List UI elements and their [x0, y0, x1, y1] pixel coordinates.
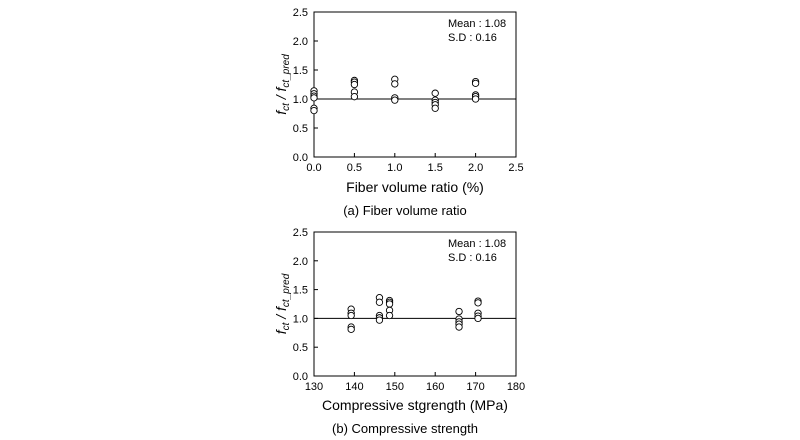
x-tick-label: 150: [386, 381, 404, 393]
plot-frame: [313, 231, 517, 377]
x-tick-label: 140: [345, 381, 363, 393]
data-point: [391, 80, 399, 88]
data-point: [474, 314, 482, 323]
y-label-sub-num: ct: [281, 321, 292, 330]
data-point: [455, 307, 463, 316]
data-point: [310, 94, 318, 102]
data-point: [375, 298, 384, 306]
x-tick-label: 130: [305, 381, 323, 393]
x-tick-label: 1.0: [387, 162, 402, 174]
data-point: [471, 79, 480, 87]
data-point: [385, 311, 394, 320]
x-tick-label: 0.0: [306, 162, 321, 174]
panel-caption: (b) Compressive strength: [332, 421, 478, 436]
y-label-f: f: [273, 328, 289, 334]
data-point: [375, 316, 384, 324]
y-tick-label: 2.5: [293, 7, 308, 19]
chart-panel-a: 0.0 0.5 1.0 1.5 2.0 2.5 0.0 0.5 1.0 1.5 2.0 2.5 Mean…: [273, 7, 524, 218]
x-tick-label: 170: [466, 381, 484, 393]
y-tick-label: 2.0: [293, 256, 308, 268]
sd-label: S.D : 0.16: [448, 252, 497, 264]
y-label-sub-den: ct_pred: [281, 273, 292, 307]
data-point: [471, 95, 480, 103]
x-tick-label: 160: [426, 381, 444, 393]
y-tick-label: 0.0: [293, 371, 308, 383]
x-tick-label: 1.5: [428, 162, 443, 174]
x-axis-label: Fiber volume ratio (%): [346, 179, 484, 195]
data-point: [347, 325, 355, 333]
y-label-sub-den: ct_pred: [281, 54, 292, 88]
y-axis-label: fct / fct_pred: [273, 54, 292, 115]
y-tick-label: 0.5: [293, 123, 308, 135]
x-tick-label: 0.5: [347, 162, 362, 174]
chart-panel-b: 0.0 0.5 1.0 1.5 2.0 2.5 130 140 150 160 170 180 Mean…: [273, 227, 525, 436]
y-label-sep: / f: [273, 305, 289, 323]
data-point: [350, 93, 359, 101]
sd-label: S.D : 0.16: [448, 32, 497, 44]
data-point: [431, 89, 439, 97]
data-point: [431, 104, 439, 112]
y-tick-label: 1.0: [293, 313, 308, 325]
data-point: [455, 323, 463, 331]
x-tick-label: 180: [507, 381, 525, 393]
data-point: [347, 311, 355, 320]
data-point: [385, 300, 394, 308]
mean-label: Mean : 1.08: [448, 238, 506, 250]
data-point: [391, 96, 399, 104]
data-point: [474, 299, 482, 307]
data-point: [350, 80, 359, 89]
y-label-f: f: [273, 109, 289, 115]
y-tick-label: 1.0: [293, 94, 308, 106]
plot-frame: [313, 11, 517, 158]
x-tick-label: 2.5: [508, 162, 523, 174]
y-label-sub-num: ct: [281, 102, 292, 111]
data-point: [310, 106, 318, 115]
x-axis-label: Compressive stgrength (MPa): [322, 397, 508, 413]
y-tick-label: 1.5: [293, 65, 308, 77]
mean-label: Mean : 1.08: [448, 18, 506, 30]
y-label-sep: / f: [273, 85, 289, 103]
y-tick-label: 2.0: [293, 36, 308, 48]
y-tick-label: 1.5: [293, 285, 308, 297]
y-axis-label: fct / fct_pred: [273, 273, 292, 334]
panel-caption: (a) Fiber volume ratio: [343, 203, 467, 218]
x-tick-label: 2.0: [468, 162, 483, 174]
y-tick-label: 0.5: [293, 342, 308, 354]
y-tick-label: 0.0: [293, 152, 308, 164]
y-tick-label: 2.5: [293, 227, 308, 239]
